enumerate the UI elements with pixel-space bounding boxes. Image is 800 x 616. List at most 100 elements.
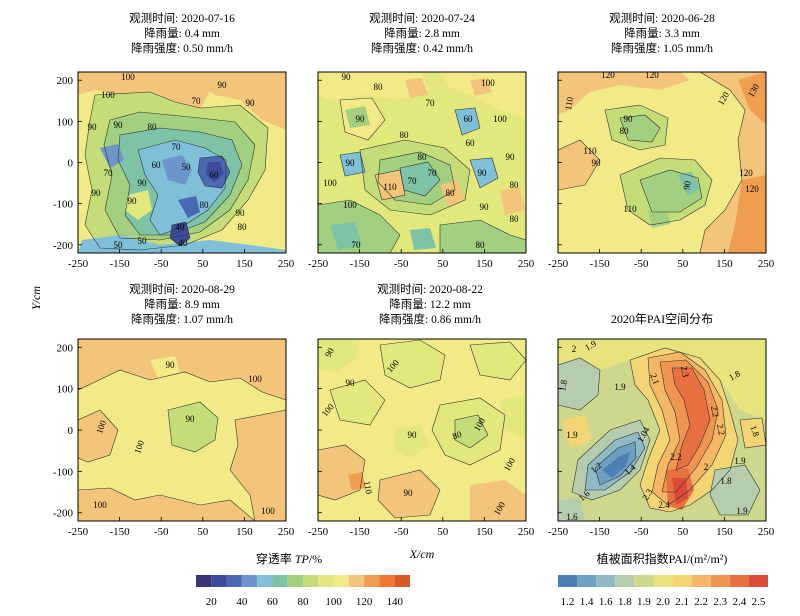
contour-label: 2.2 (715, 423, 727, 436)
contour-label: 120 (645, 70, 659, 80)
contour-label: 110 (623, 204, 637, 214)
colorbar-swatch (211, 575, 227, 587)
panel-0628-axes: -250 -150 -50 50 150 250 (548, 79, 775, 270)
contour-label: 90 (404, 488, 414, 498)
contour-label: 80 (446, 188, 456, 198)
contour-label: 60 (210, 170, 220, 180)
panel-0724-contour-fill (318, 72, 526, 253)
x-tick-label: -250 (68, 258, 89, 270)
contour-label: 90 (236, 208, 246, 218)
panel-pai-axes: -250 -150 -50 50 150 250 (548, 346, 775, 538)
colorbar-tick-label: 60 (267, 596, 279, 608)
contour-label: 70 (104, 168, 114, 178)
legend-tp-title-italic: TP (295, 552, 310, 566)
contour-label: 40 (176, 222, 186, 232)
x-tick-label: 150 (716, 526, 733, 538)
panel-0724-title-3: 降雨强度: 0.42 mm/h (371, 41, 473, 55)
colorbar-tick-label: 1.8 (618, 596, 632, 608)
colorbar-tick-label: 40 (236, 596, 248, 608)
colorbar-tick-label: 1.4 (580, 596, 594, 608)
contour-label: 110 (362, 480, 374, 495)
panel-0829-contour-fill (78, 339, 286, 521)
y-tick-label: -100 (53, 199, 74, 211)
colorbar-swatch (318, 575, 334, 587)
panel-0829-axes: -250 -150 -50 50 150 250 -200 -100 0 100 200 (53, 342, 295, 538)
contour-label: 90 (138, 178, 148, 188)
y-tick-label: 0 (68, 158, 74, 170)
y-tick-label: 0 (68, 425, 74, 437)
x-tick-label: -50 (394, 526, 409, 538)
contour-label: 2.3 (679, 365, 691, 378)
contour-label: 2.2 (670, 452, 681, 462)
colorbar-tick-label: 2.2 (694, 596, 708, 608)
contour-label: 70 (428, 168, 438, 178)
x-tick-label: -50 (394, 258, 409, 270)
contour-label: 80 (451, 429, 463, 442)
contour-label: 50 (114, 240, 124, 250)
contour-label: 90 (92, 188, 102, 198)
panel-0724-title-2: 降雨量: 2.8 mm (384, 26, 460, 40)
contour-label: 100 (343, 200, 357, 210)
contour-label: 70 (192, 96, 202, 106)
contour-label: 100 (481, 78, 495, 88)
x-axis-label: X/cm (409, 547, 435, 561)
contour-label: 100 (132, 438, 146, 455)
contour-label: 100 (261, 506, 275, 516)
panel-0628: 观测时间: 2020-06-28 降雨量: 3.3 mm 降雨强度: 1.05 … (548, 12, 775, 270)
panel-0829-title-2: 降雨量: 8.9 mm (144, 297, 220, 311)
x-tick-label: 50 (437, 526, 449, 538)
legend-tp-title-suffix: /% (309, 552, 322, 566)
panel-0724-title-1: 观测时间: 2020-07-24 (369, 12, 475, 25)
contour-label: 1.8 (748, 424, 761, 438)
panel-0716-contour-fill (78, 72, 286, 253)
contour-label: 90 (408, 430, 418, 440)
panel-0829-contour-labels: 100 90 100 100 100 100 90 (93, 360, 275, 516)
colorbar-tick-label: 100 (325, 596, 342, 608)
panel-0724-contour-lines (318, 97, 526, 253)
contour-label: 90 (114, 120, 124, 130)
y-tick-label: 200 (57, 342, 74, 354)
x-tick-label: 50 (437, 258, 449, 270)
colorbar-tick-label: 2.4 (732, 596, 746, 608)
colorbar-tick-label: 2.1 (675, 596, 689, 608)
panel-0822-axes: -250 -150 -50 50 150 250 (308, 346, 535, 538)
panel-0716-title-3: 降雨强度: 0.50 mm/h (131, 41, 233, 55)
x-tick-label: -250 (308, 526, 329, 538)
contour-label: 2 (572, 344, 577, 354)
legend-tp-title-prefix: 穿透率 (256, 551, 295, 566)
contour-label: 80 (374, 82, 384, 92)
y-tick-label: -200 (53, 508, 74, 520)
contour-label: 90 (480, 202, 490, 212)
colorbar-tick-label: 1.9 (637, 596, 651, 608)
x-tick-label: -150 (590, 526, 611, 538)
x-tick-label: 250 (758, 526, 775, 538)
colorbar-swatch (653, 575, 673, 587)
x-tick-label: -150 (110, 258, 131, 270)
colorbar-swatch (226, 575, 242, 587)
x-tick-label: 50 (677, 258, 689, 270)
panel-0628-contour-fill (558, 72, 766, 253)
colorbar-swatch (364, 575, 380, 587)
panel-pai-contour-lines (558, 347, 766, 516)
contour-label: 90 (186, 414, 196, 424)
colorbar-tick-label: 20 (206, 596, 218, 608)
panel-0822-contour-lines (318, 339, 526, 519)
panel-0822-title-2: 降雨量: 12.2 mm (389, 297, 471, 311)
x-tick-label: -250 (68, 526, 89, 538)
contour-label: 60 (464, 114, 474, 124)
contour-label: 110 (563, 96, 575, 111)
y-tick-label: -200 (53, 240, 74, 252)
y-tick-label: 100 (57, 384, 74, 396)
contour-label: 1.6 (566, 512, 578, 522)
colorbar-tick-label: 120 (356, 596, 373, 608)
contour-label: 100 (121, 72, 135, 82)
contour-label: 70 (426, 98, 436, 108)
contour-label: 70 (408, 176, 418, 186)
contour-label: 120 (745, 184, 759, 194)
contour-label: 2.4 (658, 500, 670, 510)
contour-label: 50 (182, 162, 192, 172)
x-tick-label: -150 (350, 526, 371, 538)
colorbar-swatch (634, 575, 654, 587)
colorbar-tick-label: 80 (298, 596, 310, 608)
contour-label: 90 (356, 114, 366, 124)
